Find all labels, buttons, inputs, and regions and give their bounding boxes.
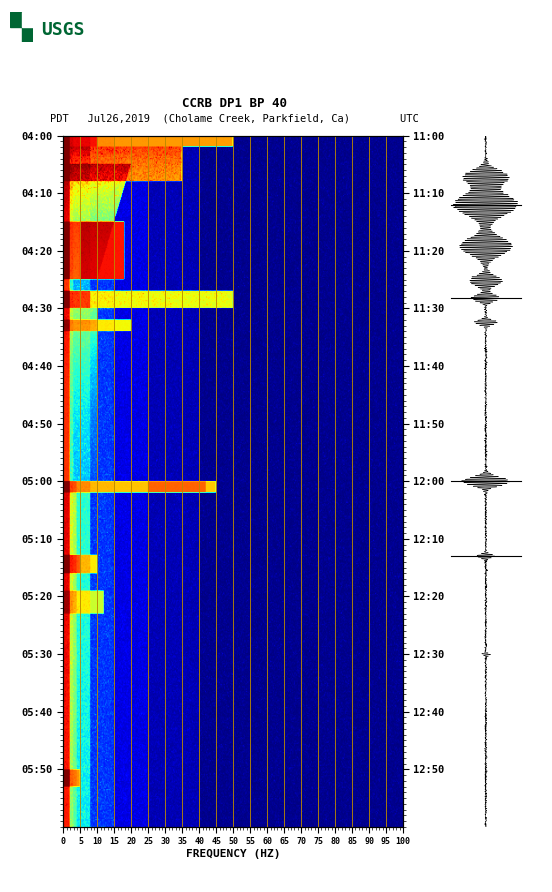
Bar	[10, 28, 22, 42]
Text: USGS: USGS	[41, 21, 85, 39]
X-axis label: FREQUENCY (HZ): FREQUENCY (HZ)	[186, 849, 280, 859]
Bar	[22, 28, 33, 42]
Bar	[22, 12, 33, 28]
Bar	[10, 12, 22, 28]
Text: PDT   Jul26,2019  (Cholame Creek, Parkfield, Ca)        UTC: PDT Jul26,2019 (Cholame Creek, Parkfield…	[50, 113, 419, 123]
Text: CCRB DP1 BP 40: CCRB DP1 BP 40	[182, 96, 287, 110]
